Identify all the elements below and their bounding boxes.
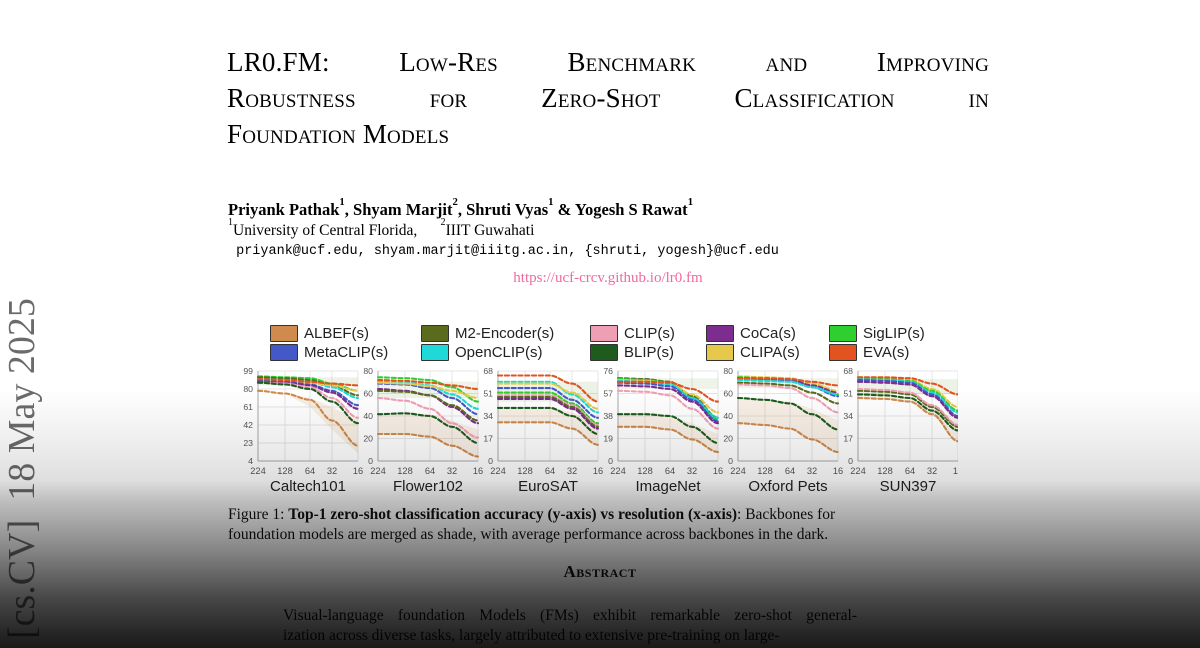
svg-text:68: 68 [843, 366, 853, 376]
svg-text:0: 0 [488, 456, 493, 466]
svg-text:64: 64 [305, 466, 315, 476]
svg-text:64: 64 [785, 466, 795, 476]
svg-text:0: 0 [368, 456, 373, 466]
svg-text:16: 16 [353, 466, 363, 476]
svg-text:32: 32 [327, 466, 337, 476]
svg-text:128: 128 [637, 466, 653, 476]
svg-text:SUN397: SUN397 [880, 478, 937, 495]
svg-text:68: 68 [483, 366, 493, 376]
svg-text:128: 128 [517, 466, 533, 476]
svg-text:51: 51 [843, 389, 853, 399]
svg-text:20: 20 [723, 434, 733, 444]
svg-text:19: 19 [603, 434, 613, 444]
svg-text:32: 32 [807, 466, 817, 476]
svg-text:16: 16 [953, 466, 958, 476]
svg-text:61: 61 [243, 402, 253, 412]
svg-text:224: 224 [250, 466, 266, 476]
svg-text:0: 0 [848, 456, 853, 466]
svg-text:40: 40 [363, 411, 373, 421]
svg-text:16: 16 [713, 466, 723, 476]
svg-text:17: 17 [843, 434, 853, 444]
svg-text:ImageNet: ImageNet [635, 478, 701, 495]
svg-text:40: 40 [723, 411, 733, 421]
svg-text:224: 224 [490, 466, 506, 476]
svg-text:EuroSAT: EuroSAT [518, 478, 578, 495]
svg-text:Caltech101: Caltech101 [270, 478, 346, 495]
svg-text:128: 128 [277, 466, 293, 476]
svg-text:16: 16 [473, 466, 483, 476]
svg-text:0: 0 [608, 456, 613, 466]
svg-text:38: 38 [603, 411, 613, 421]
svg-text:224: 224 [610, 466, 626, 476]
svg-text:17: 17 [483, 434, 493, 444]
svg-text:76: 76 [603, 366, 613, 376]
svg-text:16: 16 [593, 466, 603, 476]
svg-text:51: 51 [483, 389, 493, 399]
svg-text:128: 128 [757, 466, 773, 476]
svg-text:4: 4 [248, 456, 253, 466]
svg-text:64: 64 [425, 466, 435, 476]
svg-text:20: 20 [363, 434, 373, 444]
svg-text:64: 64 [905, 466, 915, 476]
svg-text:99: 99 [243, 366, 253, 376]
svg-text:32: 32 [447, 466, 457, 476]
svg-text:224: 224 [730, 466, 746, 476]
svg-text:Flower102: Flower102 [393, 478, 463, 495]
svg-text:60: 60 [363, 389, 373, 399]
svg-text:57: 57 [603, 389, 613, 399]
svg-text:64: 64 [665, 466, 675, 476]
svg-text:64: 64 [545, 466, 555, 476]
svg-text:16: 16 [833, 466, 843, 476]
svg-text:128: 128 [877, 466, 893, 476]
svg-text:34: 34 [843, 411, 853, 421]
svg-text:32: 32 [687, 466, 697, 476]
svg-text:42: 42 [243, 420, 253, 430]
svg-text:34: 34 [483, 411, 493, 421]
svg-text:32: 32 [567, 466, 577, 476]
svg-text:0: 0 [728, 456, 733, 466]
svg-text:80: 80 [723, 366, 733, 376]
svg-text:224: 224 [850, 466, 866, 476]
svg-text:32: 32 [927, 466, 937, 476]
svg-text:Oxford Pets: Oxford Pets [748, 478, 827, 495]
svg-text:128: 128 [397, 466, 413, 476]
svg-text:80: 80 [363, 366, 373, 376]
svg-text:60: 60 [723, 389, 733, 399]
svg-text:80: 80 [243, 384, 253, 394]
svg-text:224: 224 [370, 466, 386, 476]
svg-text:23: 23 [243, 438, 253, 448]
